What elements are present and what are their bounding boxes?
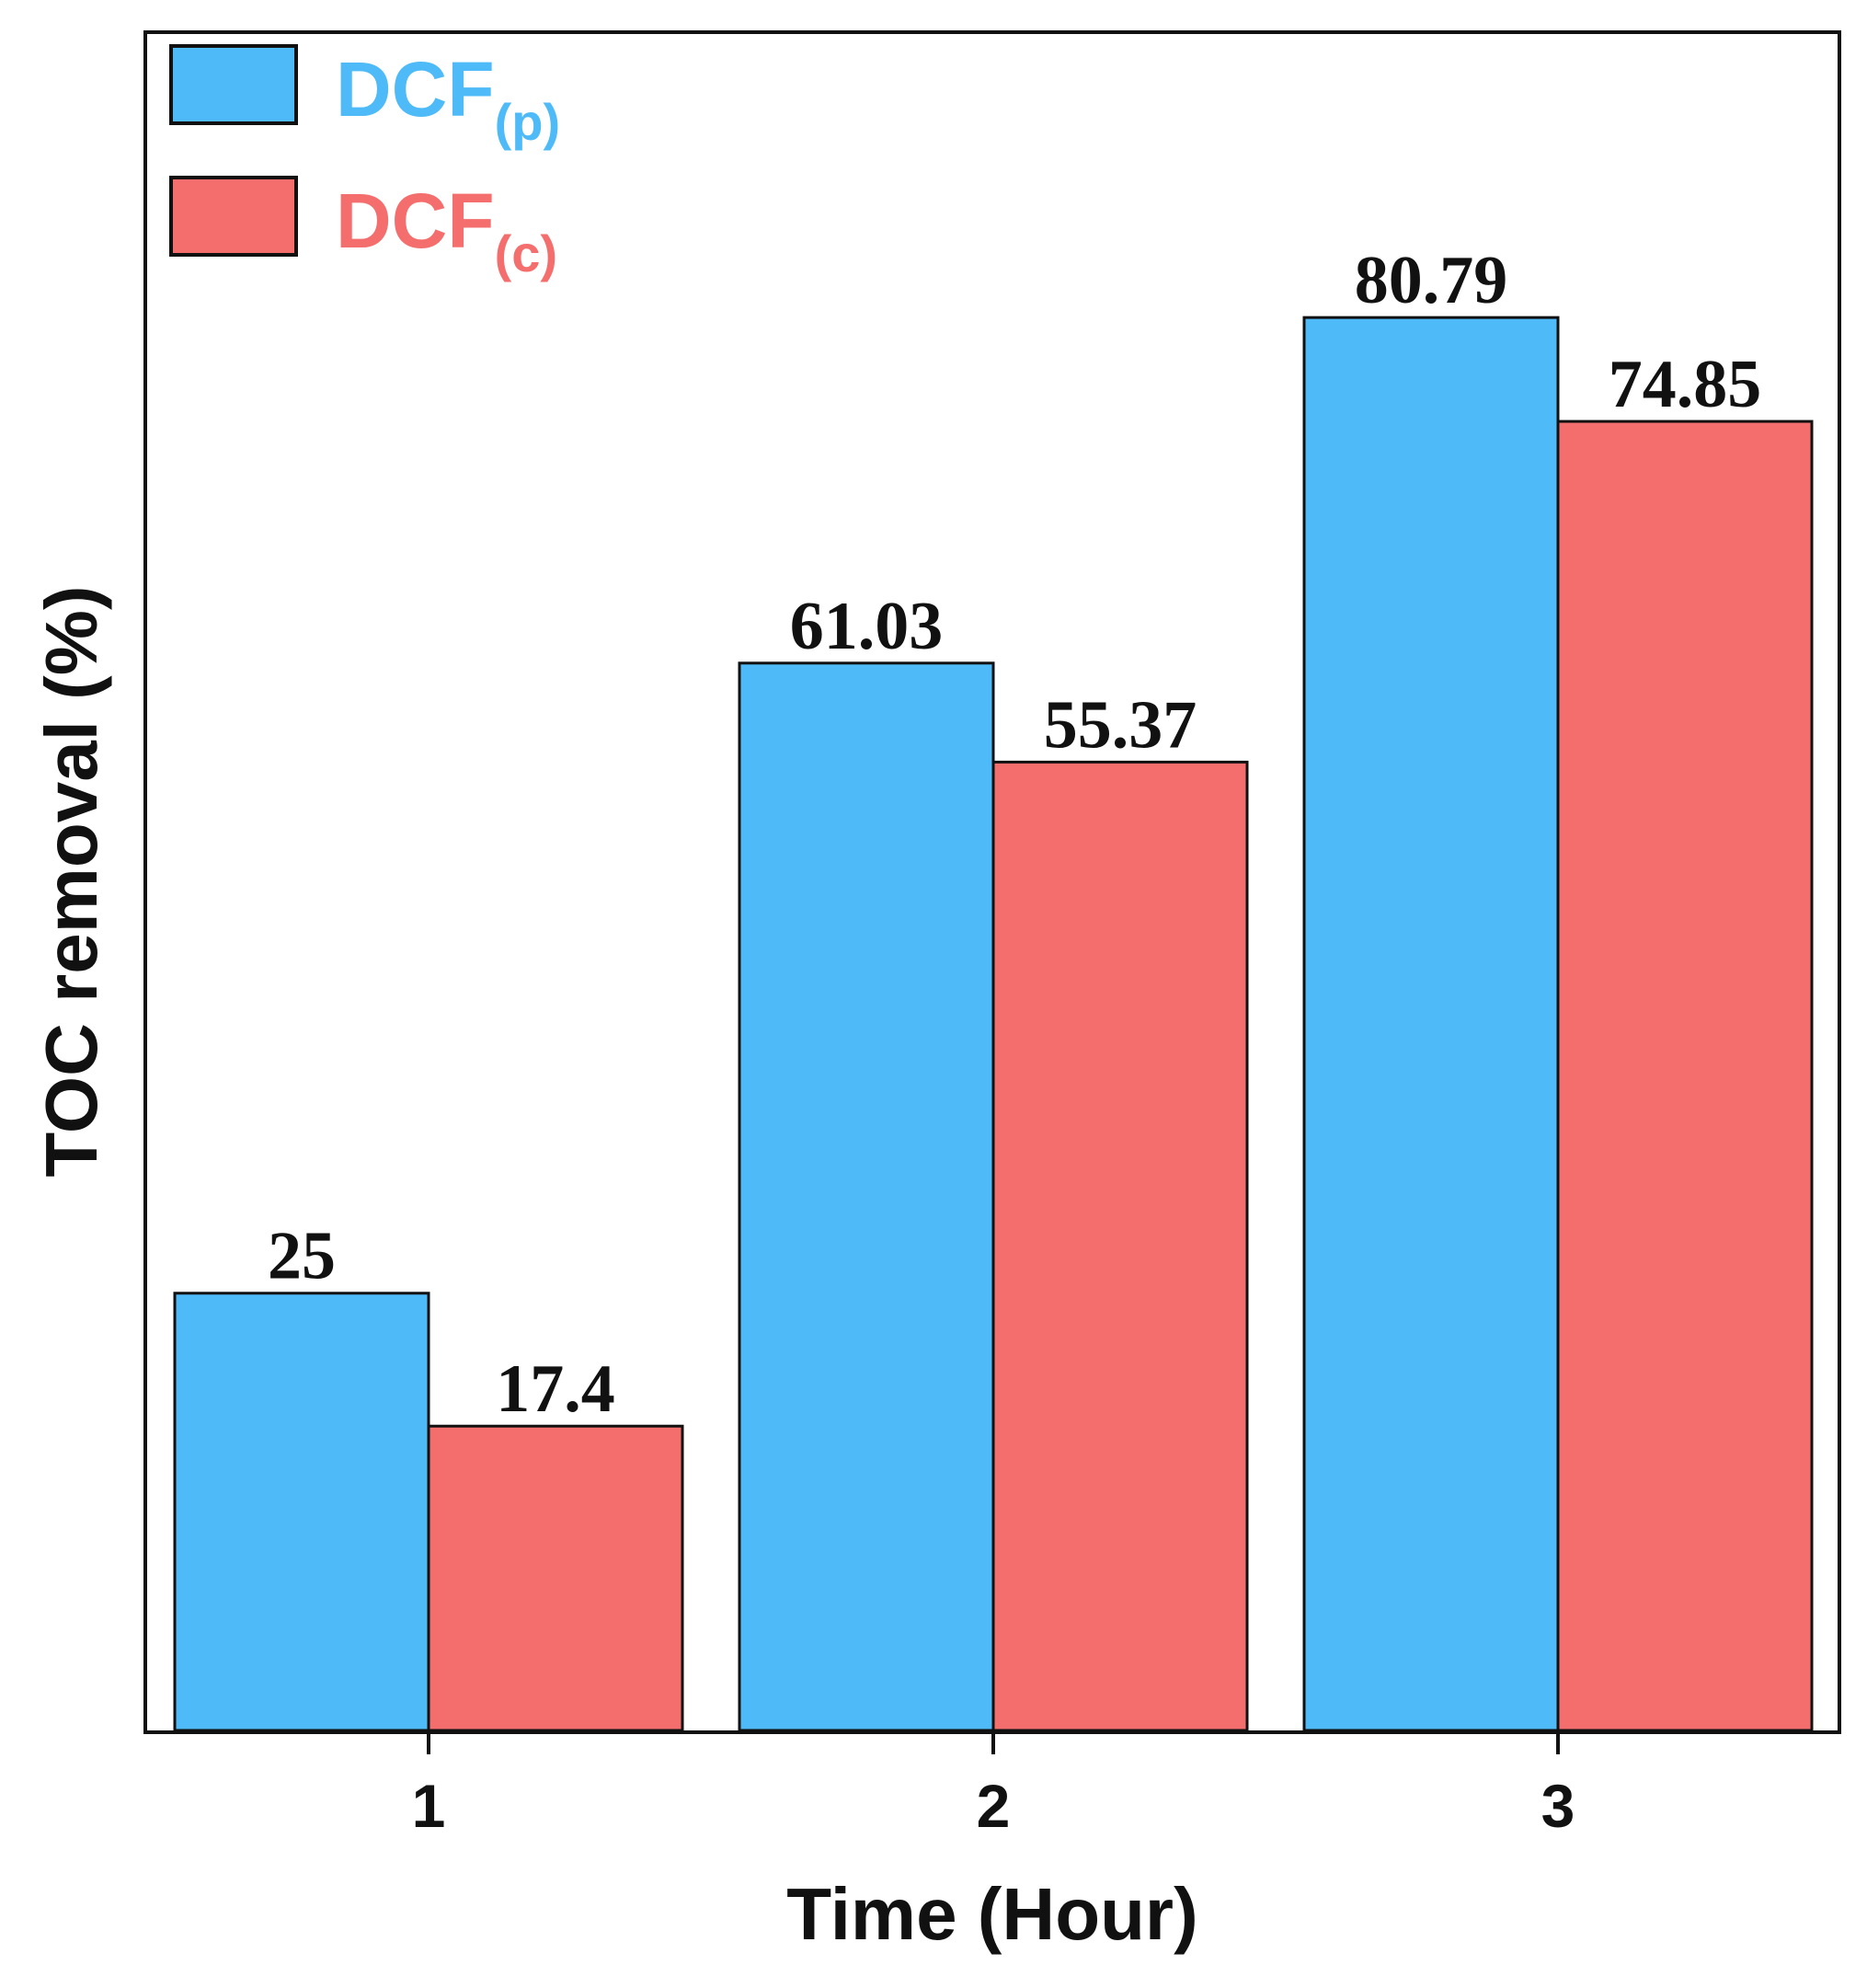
- x-tick-label-1: 1: [412, 1772, 446, 1840]
- legend: DCF(p) DCF(c): [169, 44, 560, 282]
- legend-label-dcf-p: DCF(p): [336, 46, 560, 151]
- bar-dcf-p-hour-3: [1302, 316, 1560, 1732]
- value-label-dcf-p-hour-2: 61.03: [790, 589, 944, 664]
- legend-label-dcf-p-subscript: (p): [495, 93, 561, 151]
- x-tick-label-3: 3: [1541, 1772, 1575, 1840]
- legend-label-dcf-c-name: DCF: [336, 178, 495, 264]
- bar-dcf-p-hour-1: [173, 1292, 430, 1732]
- value-label-dcf-p-hour-3: 80.79: [1355, 243, 1508, 318]
- value-labels-layer: 25 17.4 61.03 55.37 80.79 74.85: [268, 243, 1761, 1427]
- legend-swatch-dcf-c: [169, 176, 298, 257]
- x-axis-ticks: 1 2 3: [412, 1730, 1575, 1840]
- legend-label-dcf-c-subscript: (c): [495, 224, 557, 282]
- x-tick-label-2: 2: [977, 1772, 1011, 1840]
- legend-label-dcf-p-name: DCF: [336, 46, 495, 132]
- bar-dcf-c-hour-2: [991, 760, 1249, 1732]
- bar-dcf-p-hour-2: [738, 661, 995, 1732]
- bars-layer: [173, 316, 1814, 1732]
- y-axis-label: TOC removal (%): [30, 585, 112, 1177]
- value-label-dcf-c-hour-3: 74.85: [1609, 347, 1762, 422]
- legend-label-dcf-c: DCF(c): [336, 178, 557, 282]
- value-label-dcf-c-hour-1: 17.4: [496, 1351, 615, 1427]
- bar-dcf-c-hour-3: [1556, 419, 1814, 1732]
- legend-swatch-dcf-p: [169, 44, 298, 125]
- value-label-dcf-p-hour-1: 25: [268, 1219, 336, 1294]
- value-label-dcf-c-hour-2: 55.37: [1044, 687, 1197, 763]
- x-axis-label: Time (Hour): [786, 1873, 1197, 1955]
- bar-dcf-c-hour-1: [427, 1424, 684, 1732]
